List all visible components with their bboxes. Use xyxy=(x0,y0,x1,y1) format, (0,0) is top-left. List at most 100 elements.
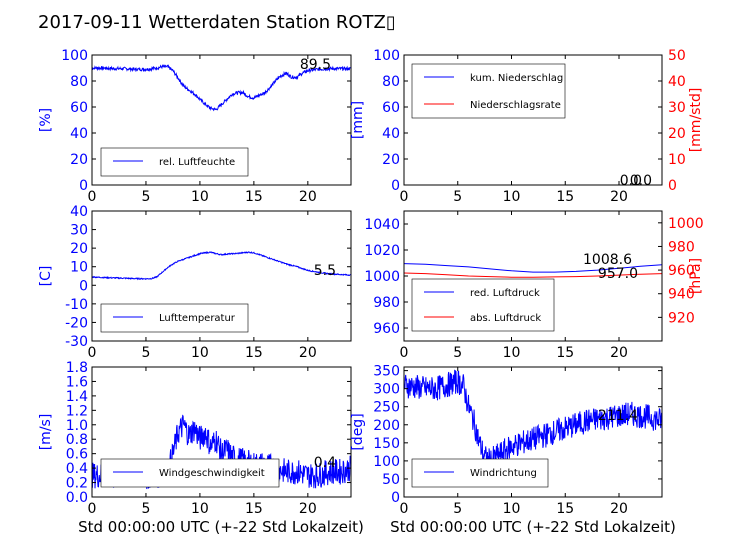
y2-tick-label: 960 xyxy=(668,263,695,279)
x-tick-label: 10 xyxy=(503,345,521,361)
x-axis-label-left: Std 00:00:00 UTC (+-22 Std Lokalzeit) xyxy=(78,518,364,536)
last-value-label: 5.5 xyxy=(314,263,336,279)
y-tick-label: -20 xyxy=(65,315,88,331)
y2-axis-label: [mm/std] xyxy=(688,88,704,153)
y-tick-label: -10 xyxy=(65,297,88,313)
y2-tick-label: 40 xyxy=(668,74,686,90)
y-tick-label: 0.8 xyxy=(66,432,88,448)
y-tick-label: 1040 xyxy=(364,217,400,233)
series-line-rel-luftfeuchte xyxy=(92,64,351,112)
x-tick-label: 15 xyxy=(245,189,263,205)
y-tick-label: -30 xyxy=(65,334,88,350)
y2-tick-label: 940 xyxy=(668,287,695,303)
plot-frame xyxy=(91,366,352,498)
y-tick-label: 30 xyxy=(70,223,88,239)
legend-box xyxy=(411,278,555,332)
last-value-label: 211.4 xyxy=(598,408,638,424)
y-tick-label: 0.2 xyxy=(66,476,88,492)
legend-box xyxy=(411,458,549,488)
y-tick-label: 1.2 xyxy=(66,403,88,419)
y-tick-label: 40 xyxy=(70,204,88,220)
x-tick-label: 15 xyxy=(245,501,263,517)
x-tick-label: 5 xyxy=(141,345,150,361)
y-tick-label: 50 xyxy=(382,472,400,488)
panel-precipitation: 0 5 10 15 20 0 20 40 60 80 100 0 10 20 30 40 50 [mm/std] [… xyxy=(350,48,704,205)
y-tick-label: 250 xyxy=(373,400,400,416)
x-tick-label: 0 xyxy=(88,345,97,361)
last-value-label: 1008.6 xyxy=(583,252,632,268)
x-tick-label: 15 xyxy=(245,345,263,361)
y-tick-label: 980 xyxy=(373,295,400,311)
x-tick-label: 0 xyxy=(400,345,409,361)
y-tick-label: 100 xyxy=(373,454,400,470)
y-axis-label: [m/s] xyxy=(38,414,54,451)
x-tick-label: 20 xyxy=(299,189,317,205)
legend-box xyxy=(411,63,566,119)
legend-label: Niederschlagsrate xyxy=(470,100,561,111)
x-tick-label: 20 xyxy=(610,501,628,517)
x-tick-label: 20 xyxy=(299,345,317,361)
y-tick-label: 150 xyxy=(373,436,400,452)
y-tick-label: 1000 xyxy=(364,269,400,285)
y2-tick-label: 980 xyxy=(668,239,695,255)
series-line-red-luftdruck xyxy=(404,263,662,273)
panel-temperature: 0 5 10 15 20 -30 -20 -10 0 10 20 30 40 [C] Lufttempera… xyxy=(38,204,352,361)
y2-tick-label: 20 xyxy=(668,126,686,142)
x-tick-label: 0 xyxy=(400,189,409,205)
y-axis-label: [deg] xyxy=(350,413,366,450)
x-tick-label: 5 xyxy=(453,345,462,361)
y-tick-label: 0 xyxy=(79,178,88,194)
series-line-windrichtung xyxy=(404,369,662,473)
y-axis-label: [%] xyxy=(38,108,54,132)
x-tick-label: 15 xyxy=(556,345,574,361)
y-tick-label: 20 xyxy=(70,241,88,257)
x-tick-label: 5 xyxy=(141,189,150,205)
x-tick-label: 5 xyxy=(453,189,462,205)
y2-tick-label: 1000 xyxy=(668,216,704,232)
x-tick-label: 10 xyxy=(503,501,521,517)
last-value-label: 89.5 xyxy=(300,57,331,73)
y-tick-label: 960 xyxy=(373,321,400,337)
legend-box xyxy=(100,147,249,177)
y-tick-label: 20 xyxy=(70,152,88,168)
y2-tick-label: 0 xyxy=(668,178,677,194)
y-tick-label: 100 xyxy=(373,48,400,64)
y-tick-label: 20 xyxy=(382,152,400,168)
x-tick-label: 20 xyxy=(299,501,317,517)
y-tick-label: 0 xyxy=(391,490,400,506)
y2-tick-label: 30 xyxy=(668,100,686,116)
last-value-label: 957.0 xyxy=(598,266,638,282)
y-tick-label: 300 xyxy=(373,382,400,398)
y-tick-label: 0.6 xyxy=(66,447,88,463)
y-tick-label: 350 xyxy=(373,364,400,380)
y-tick-label: 1.4 xyxy=(66,389,88,405)
x-tick-label: 15 xyxy=(556,189,574,205)
x-tick-label: 10 xyxy=(191,501,209,517)
series-line-abs-luftdruck xyxy=(404,272,662,278)
legend-box xyxy=(100,458,280,488)
x-tick-label: 10 xyxy=(191,345,209,361)
plot-frame xyxy=(403,366,663,498)
x-tick-label: 20 xyxy=(610,189,628,205)
y-tick-label: 0.4 xyxy=(66,461,88,477)
x-tick-label: 5 xyxy=(141,501,150,517)
x-tick-label: 0 xyxy=(400,501,409,517)
x-tick-label: 5 xyxy=(453,501,462,517)
y-tick-label: 80 xyxy=(382,74,400,90)
legend-box xyxy=(100,303,249,333)
figure-title: 2017-09-11 Wetterdaten Station ROTZ▯ xyxy=(38,12,396,33)
x-tick-label: 0 xyxy=(88,189,97,205)
y-tick-label: 40 xyxy=(70,126,88,142)
x-axis-label-right: Std 00:00:00 UTC (+-22 Std Lokalzeit) xyxy=(390,518,676,536)
y-tick-label: 0 xyxy=(391,178,400,194)
y-tick-label: 1.8 xyxy=(66,360,88,376)
y-tick-label: 10 xyxy=(70,260,88,276)
y2-tick-label: 10 xyxy=(668,152,686,168)
y2-axis-label: [hPa] xyxy=(688,258,704,294)
y-tick-label: 60 xyxy=(382,100,400,116)
last-value-label: 0.4 xyxy=(314,455,336,471)
y-tick-label: 60 xyxy=(70,100,88,116)
legend-label: red. Luftdruck xyxy=(470,288,540,299)
panel-humidity: 0 5 10 15 20 0 20 40 60 80 100 [%] rel. Luftfeuchte 8… xyxy=(38,48,352,205)
